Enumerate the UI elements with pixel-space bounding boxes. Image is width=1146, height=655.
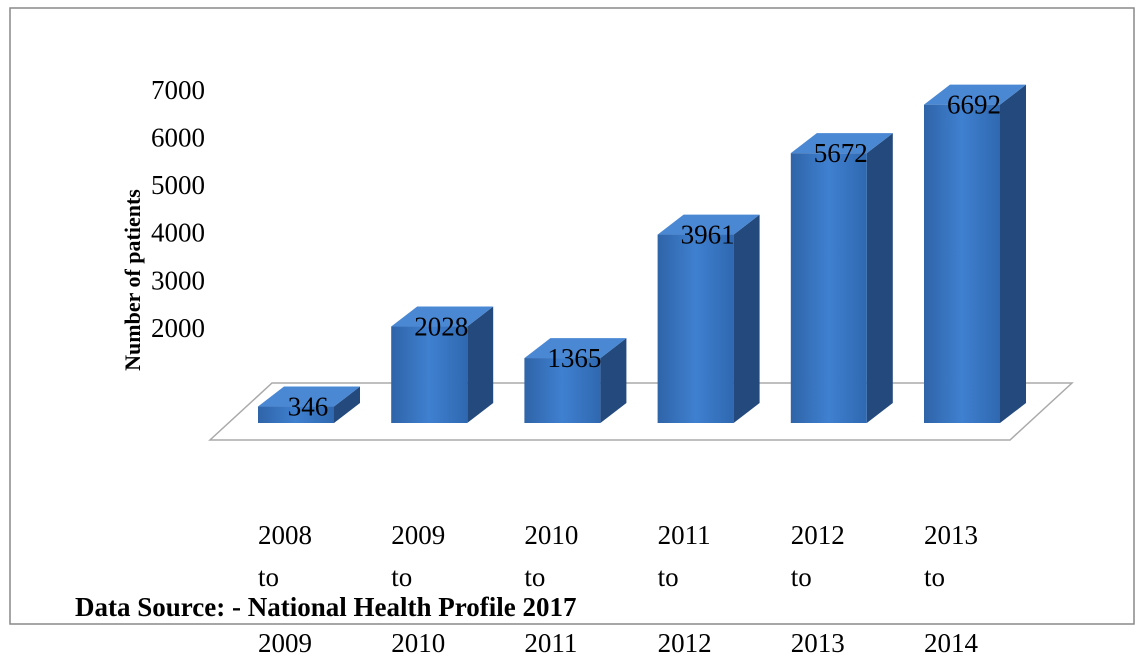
source-note: Data Source: - National Health Profile 2…	[75, 592, 576, 622]
bar-top	[391, 306, 494, 327]
chart-border	[9, 7, 1135, 625]
bar	[657, 214, 760, 423]
bar-front	[258, 406, 334, 423]
value-label: 2028	[414, 312, 468, 342]
y-tick-label: 7000	[151, 75, 205, 105]
bar-side	[467, 306, 494, 423]
x-tick-label: 2012 to 2013	[791, 520, 845, 655]
value-label: 6692	[947, 90, 1001, 120]
bar-front	[657, 234, 734, 423]
x-tick-label: 2009 to 2010	[391, 520, 445, 655]
bar	[924, 84, 1026, 423]
bar-front	[924, 104, 1000, 423]
bar-top	[524, 338, 627, 359]
bar-top	[258, 386, 360, 407]
bar-top	[924, 84, 1026, 105]
bar-top	[657, 214, 760, 235]
bar-top	[790, 133, 893, 154]
y-tick-label: 4000	[151, 218, 205, 248]
y-tick-label: 2000	[151, 313, 205, 343]
bar-side	[1000, 84, 1026, 423]
value-label: 5672	[814, 138, 868, 168]
bar-side	[334, 386, 360, 423]
bar	[391, 306, 494, 423]
y-tick-label: 5000	[151, 170, 205, 200]
value-label: 3961	[681, 220, 735, 250]
x-tick-label: 2013 to 2014	[924, 520, 979, 655]
bar-front	[391, 326, 468, 423]
y-tick-label: 3000	[151, 265, 205, 295]
x-tick-label: 2010 to 2011	[524, 520, 578, 655]
x-tick-label: 2011 to 2012	[658, 520, 712, 655]
bar-side	[866, 133, 893, 423]
value-label: 346	[288, 392, 329, 422]
bar-front	[790, 153, 867, 423]
y-axis-label: Number of patients	[120, 189, 145, 371]
value-label: 1365	[547, 343, 601, 373]
y-tick-label: 6000	[151, 123, 205, 153]
bar	[524, 338, 627, 423]
bar-front	[524, 358, 601, 423]
bar	[790, 133, 893, 423]
bar	[258, 386, 360, 423]
bar-side	[600, 338, 627, 423]
bar-side	[733, 214, 760, 423]
x-tick-label: 2008 to 2009	[258, 520, 312, 655]
